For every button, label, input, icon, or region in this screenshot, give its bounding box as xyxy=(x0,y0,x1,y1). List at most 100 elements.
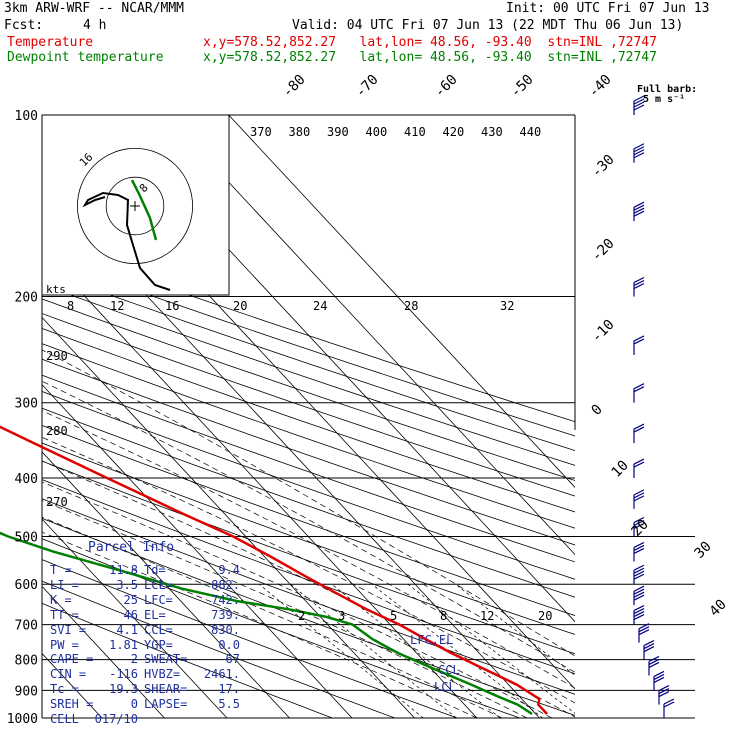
parcel-value: 830. xyxy=(211,622,240,637)
wind-barb-flag xyxy=(633,386,645,393)
dry-adiabat xyxy=(42,343,575,529)
theta-tick-label: 400 xyxy=(366,125,388,139)
pressure-tick-label: 400 xyxy=(15,472,38,487)
hodograph xyxy=(41,114,230,296)
parcel-value: 742. xyxy=(211,592,240,607)
wind-barbs xyxy=(633,95,675,718)
dry-adiabat-label: 270 xyxy=(46,495,68,509)
wind-barb-flag xyxy=(633,547,645,554)
parcel-key: LAPSE= xyxy=(144,697,188,712)
wind-barb-flag xyxy=(633,149,645,156)
parcel-value: 67 xyxy=(225,652,240,667)
wind-barb-flag xyxy=(633,461,645,468)
hodograph-units: kts xyxy=(46,283,66,296)
parcel-key: CELL xyxy=(50,712,79,726)
dry-adiabat xyxy=(42,424,575,617)
lcl-label: LCL xyxy=(434,680,456,694)
isotherm-line xyxy=(165,115,575,556)
init-time: Init: 00 UTC Fri 07 Jun 13 xyxy=(506,1,710,16)
parcel-key: K = xyxy=(50,592,72,607)
parcel-key: SVI = xyxy=(50,622,87,637)
model-title: 3km ARW-WRF -- NCAR/MMM xyxy=(4,1,185,16)
pressure-tick-label: 300 xyxy=(15,397,38,412)
wind-barb-flag xyxy=(633,608,645,615)
chart-traces xyxy=(0,425,549,716)
isotherm-tick-label: 40 xyxy=(707,597,730,620)
wind-barb-flag xyxy=(633,207,645,214)
isotherm-tick-label: 30 xyxy=(692,539,715,562)
dry-adiabat xyxy=(42,498,575,695)
wind-barb-flag xyxy=(633,101,645,108)
pressure-tick-label: 800 xyxy=(15,654,38,669)
isotherm-line xyxy=(42,384,353,718)
mixing-ratio-line xyxy=(290,583,457,718)
isotherm-tick-label: -30 xyxy=(589,152,618,181)
temperature-legend: Temperature xyxy=(7,35,94,50)
dry-adiabat xyxy=(42,391,575,580)
parcel-value: 2 xyxy=(130,652,138,667)
mixing-ratio-label: 5 xyxy=(390,609,397,623)
wind-barb-flag xyxy=(633,95,645,102)
wind-barb-flag xyxy=(643,643,655,650)
wind-barb-flag xyxy=(648,655,660,662)
isotherm-tick-label: -40 xyxy=(586,72,615,101)
upper-axis-label: 32 xyxy=(500,299,514,313)
wind-barb-flag xyxy=(658,691,670,698)
parcel-key: Tc = xyxy=(50,682,79,697)
wind-barb-flag xyxy=(648,661,660,668)
dry-adiabat xyxy=(42,313,575,497)
theta-tick-label: 440 xyxy=(520,125,542,139)
hodograph-ring xyxy=(77,147,193,264)
theta-tick-label: 370 xyxy=(250,125,272,139)
hodograph-trace xyxy=(82,191,171,291)
isotherm-tick-label: -20 xyxy=(589,236,618,265)
wind-barb-flag xyxy=(633,605,645,612)
pressure-tick-label: 1000 xyxy=(7,712,38,727)
wind-barb-flag xyxy=(633,495,645,502)
parcel-value: 25 xyxy=(123,592,138,607)
isotherm-tick-label: -80 xyxy=(280,72,309,101)
wind-barb-flag xyxy=(633,152,645,159)
wind-barb-flag xyxy=(633,282,645,290)
dewpoint-trace xyxy=(0,531,533,716)
wind-barb-flag xyxy=(653,676,665,683)
pressure-tick-label: 500 xyxy=(15,530,38,545)
pressure-tick-label: 100 xyxy=(15,109,38,124)
isotherm-line xyxy=(42,316,415,718)
lfc-el-label: LFC,EL xyxy=(410,633,454,647)
theta-tick-label: 380 xyxy=(289,125,311,139)
parcel-info-title: Parcel Info xyxy=(88,540,175,555)
isotherm-line xyxy=(228,115,575,488)
mixing-ratio-label: 12 xyxy=(480,609,494,623)
wind-barb-flag xyxy=(633,458,645,465)
wind-barb-flag xyxy=(653,673,665,680)
upper-axis-label: 28 xyxy=(404,299,418,313)
parcel-row: CAPE = 2 SWEAT= 67 xyxy=(50,653,240,665)
wind-barb-flag xyxy=(633,541,645,548)
isotherm-tick-label: -10 xyxy=(589,317,618,346)
parcel-key: EL= xyxy=(144,607,166,622)
barb-legend-line2: 5 m s⁻¹ xyxy=(643,94,686,105)
parcel-key: CIN = xyxy=(50,667,87,682)
parcel-key: CAPE = xyxy=(50,652,94,667)
dry-adiabat xyxy=(42,374,575,563)
isotherm-line xyxy=(42,585,165,718)
pressure-tick-label: 700 xyxy=(15,619,38,634)
parcel-value: 9.4 xyxy=(218,563,240,577)
parcel-key: SREH = xyxy=(50,697,94,712)
parcel-key: SHEAR= xyxy=(144,682,188,697)
isotherm-tick-label: 10 xyxy=(609,458,632,481)
wind-barb-flag xyxy=(633,588,645,595)
parcel-key: LFC= xyxy=(144,592,173,607)
forecast-label: Fcst: xyxy=(4,18,44,33)
mixing-ratio-label: 2 xyxy=(298,609,305,623)
dry-adiabat xyxy=(42,559,458,718)
forecast-value: 4 h xyxy=(83,18,107,33)
wind-barb-flag xyxy=(633,564,645,571)
parcel-row: T = 11.8 Td= 9.4 xyxy=(50,564,240,576)
dry-adiabat xyxy=(42,284,575,466)
valid-time: Valid: 04 UTC Fri 07 Jun 13 (22 MDT Thu … xyxy=(292,18,684,33)
upper-axis-label: 16 xyxy=(165,299,179,313)
parcel-row: SREH = 0 LAPSE= 5.5 xyxy=(50,698,240,710)
